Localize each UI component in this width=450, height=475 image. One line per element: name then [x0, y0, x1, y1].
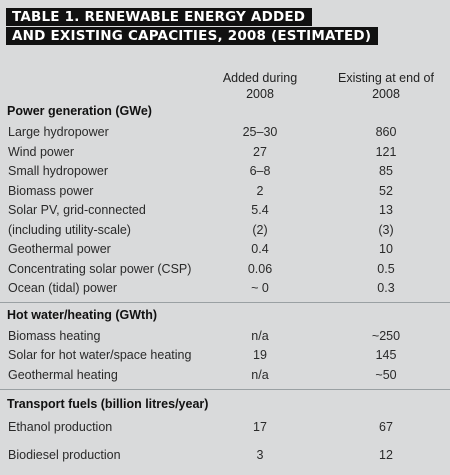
table-row: Ocean (tidal) power ~ 0 0.3: [0, 279, 450, 297]
row-existing: (3): [378, 223, 394, 237]
column-header-added-line-2: 2008: [246, 87, 274, 101]
row-added: (2): [252, 223, 268, 237]
row-label: Ocean (tidal) power: [8, 281, 118, 295]
row-existing: 10: [379, 242, 393, 256]
row-existing: ~250: [371, 329, 401, 343]
row-label: Small hydropower: [8, 164, 109, 178]
row-added: 6–8: [249, 164, 271, 178]
table-row: Wind power 27 121: [0, 143, 450, 161]
table-row: Solar PV, grid-connected 5.4 13: [0, 201, 450, 219]
row-label: Concentrating solar power (CSP): [8, 262, 192, 276]
row-added: n/a: [251, 329, 269, 343]
table-title: TABLE 1. RENEWABLE ENERGY ADDED AND EXIS…: [6, 8, 379, 45]
table-title-line-2: AND EXISTING CAPACITIES, 2008 (ESTIMATED…: [6, 27, 379, 45]
table-row: Biomass heating n/a ~250: [0, 327, 450, 345]
row-label: Geothermal power: [8, 242, 111, 256]
table-row: Biodiesel production 3 12: [0, 446, 450, 464]
section-heading-transport: Transport fuels (billion litres/year): [7, 397, 209, 411]
row-label: Geothermal heating: [8, 368, 118, 382]
section-divider: [0, 302, 450, 303]
column-header-added: Added during 2008: [202, 70, 318, 102]
row-existing: ~50: [375, 368, 397, 382]
row-added: ~ 0: [251, 281, 269, 295]
row-existing: 13: [379, 203, 393, 217]
row-label: Biomass power: [8, 184, 94, 198]
row-existing: 121: [375, 145, 397, 159]
column-header-existing-line-2: 2008: [372, 87, 400, 101]
column-header-existing-line-1: Existing at end of: [338, 71, 434, 85]
row-added: 27: [253, 145, 267, 159]
row-existing: 67: [379, 420, 393, 434]
row-existing: 52: [379, 184, 393, 198]
table-row: Geothermal power 0.4 10: [0, 240, 450, 258]
column-header-added-line-1: Added during: [222, 71, 298, 85]
column-header-existing: Existing at end of 2008: [328, 70, 444, 102]
table-row: Large hydropower 25–30 860: [0, 123, 450, 141]
row-added: 2: [256, 184, 264, 198]
row-label: Wind power: [8, 145, 74, 159]
row-label: Solar PV, grid-connected: [8, 203, 146, 217]
row-label: (including utility-scale): [8, 223, 131, 237]
table-row: Solar for hot water/space heating 19 145: [0, 346, 450, 364]
row-added: 25–30: [242, 125, 278, 139]
row-added: 0.06: [247, 262, 273, 276]
table-row: Small hydropower 6–8 85: [0, 162, 450, 180]
row-label: Large hydropower: [8, 125, 109, 139]
row-added: n/a: [251, 368, 269, 382]
row-existing: 145: [375, 348, 397, 362]
row-label: Solar for hot water/space heating: [8, 348, 192, 362]
table-row: Biomass power 2 52: [0, 182, 450, 200]
row-existing: 12: [379, 448, 393, 462]
row-existing: 0.3: [377, 281, 395, 295]
row-added: 19: [253, 348, 267, 362]
row-existing: 0.5: [377, 262, 395, 276]
section-divider: [0, 389, 450, 390]
table-row: (including utility-scale) (2) (3): [0, 221, 450, 239]
section-heading-heating: Hot water/heating (GWth): [7, 308, 157, 322]
row-added: 3: [256, 448, 264, 462]
table-row: Concentrating solar power (CSP) 0.06 0.5: [0, 260, 450, 278]
row-label: Ethanol production: [8, 420, 113, 434]
row-label: Biodiesel production: [8, 448, 121, 462]
section-heading-power: Power generation (GWe): [7, 104, 152, 118]
row-added: 5.4: [251, 203, 269, 217]
row-label: Biomass heating: [8, 329, 101, 343]
row-added: 0.4: [251, 242, 269, 256]
row-existing: 85: [379, 164, 393, 178]
table-title-line-1: TABLE 1. RENEWABLE ENERGY ADDED: [6, 8, 313, 26]
table-row: Ethanol production 17 67: [0, 418, 450, 436]
row-existing: 860: [375, 125, 397, 139]
row-added: 17: [253, 420, 267, 434]
table-row: Geothermal heating n/a ~50: [0, 366, 450, 384]
